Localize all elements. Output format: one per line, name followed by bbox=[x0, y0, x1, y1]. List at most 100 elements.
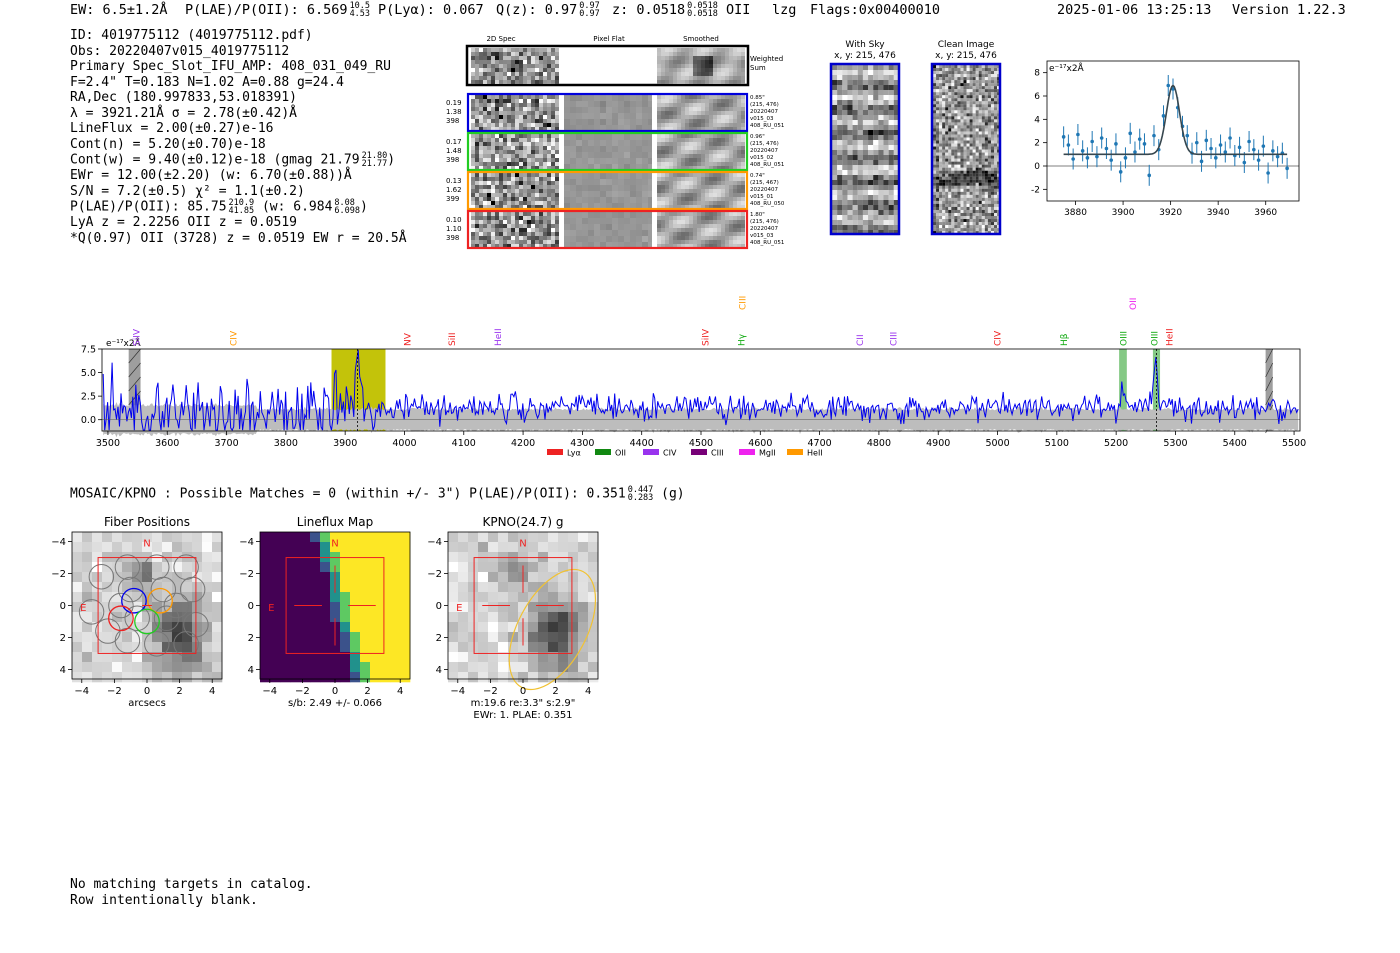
clean-pixel bbox=[978, 125, 982, 129]
fit-point bbox=[1066, 143, 1071, 147]
smooth-pixel bbox=[725, 197, 729, 201]
clean-pixel bbox=[981, 146, 985, 150]
clean-pixel bbox=[948, 92, 952, 96]
panel-pixel bbox=[212, 582, 223, 593]
flat-pixel bbox=[600, 224, 606, 230]
smooth-pixel bbox=[665, 103, 669, 107]
cutout-pixel bbox=[515, 115, 519, 119]
smooth-pixel bbox=[713, 158, 717, 162]
sky-pixel bbox=[862, 125, 869, 131]
smooth-pixel bbox=[693, 193, 697, 197]
clean-pixel bbox=[948, 228, 952, 232]
panel-pixel bbox=[202, 542, 213, 553]
sky-pixel bbox=[888, 105, 894, 111]
clean-pixel bbox=[969, 155, 973, 159]
smooth-pixel bbox=[661, 115, 665, 119]
cutout-pixel bbox=[483, 224, 487, 228]
cutout-pixel bbox=[543, 146, 547, 150]
clean-pixel bbox=[994, 134, 998, 138]
cutout-pixel bbox=[483, 115, 487, 119]
ws-smooth-pixel bbox=[737, 72, 741, 76]
flat-pixel bbox=[630, 158, 636, 164]
sky-pixel bbox=[852, 105, 858, 111]
smooth-pixel bbox=[665, 111, 669, 115]
cutout-pixel bbox=[531, 197, 535, 201]
clean-pixel bbox=[957, 185, 961, 189]
clean-pixel bbox=[963, 140, 967, 144]
panel-pixel bbox=[260, 672, 271, 683]
cutout-pixel bbox=[527, 99, 531, 103]
ws-pixel bbox=[491, 80, 495, 84]
clean-pixel bbox=[957, 200, 961, 204]
panel-pixel bbox=[390, 552, 401, 563]
panel-pixel bbox=[330, 642, 341, 653]
flat-pixel bbox=[606, 173, 612, 179]
flat-pixel bbox=[588, 218, 594, 224]
flat-pixel bbox=[570, 119, 576, 125]
cutout-pixel bbox=[547, 173, 551, 177]
cutout-pixel bbox=[539, 162, 543, 166]
flat-pixel bbox=[594, 134, 600, 140]
clean-pixel bbox=[951, 209, 955, 214]
clean-pixel bbox=[978, 179, 982, 183]
smooth-pixel bbox=[701, 95, 705, 99]
clean-pixel bbox=[963, 167, 967, 171]
clean-pixel bbox=[936, 194, 940, 198]
sky-pixel bbox=[873, 90, 879, 96]
flat-pixel bbox=[594, 191, 600, 197]
clean-pixel bbox=[960, 206, 964, 211]
clean-pixel bbox=[981, 128, 985, 132]
panel-xtick-label: 0 bbox=[332, 686, 338, 697]
smooth-pixel bbox=[713, 201, 717, 205]
sky-pixel bbox=[868, 125, 874, 131]
smooth-pixel bbox=[725, 154, 729, 158]
clean-pixel bbox=[954, 200, 958, 204]
clean-pixel bbox=[954, 152, 958, 156]
clean-pixel bbox=[972, 140, 976, 144]
clean-pixel bbox=[969, 83, 973, 87]
row-weight-2: 1.10 bbox=[446, 225, 462, 233]
cutout-pixel bbox=[531, 127, 535, 131]
smooth-pixel bbox=[685, 115, 689, 119]
sky-pixel bbox=[837, 230, 843, 236]
clean-pixel bbox=[960, 191, 964, 195]
cutout-pixel bbox=[551, 134, 555, 138]
sky-pixel bbox=[878, 65, 884, 71]
flat-pixel bbox=[636, 134, 642, 140]
ws-pixel bbox=[543, 68, 547, 72]
sky-pixel bbox=[883, 80, 889, 86]
cutout-pixel bbox=[535, 240, 539, 244]
panel-pixel bbox=[300, 652, 311, 663]
panel-pixel bbox=[82, 672, 93, 683]
panel-pixel bbox=[260, 642, 271, 653]
cutout-pixel bbox=[515, 189, 519, 193]
cutout-pixel bbox=[487, 236, 491, 240]
panel-pixel bbox=[132, 592, 143, 603]
sky-pixel bbox=[857, 65, 863, 71]
clean-pixel bbox=[957, 173, 961, 177]
clean-pixel bbox=[942, 191, 946, 195]
clean-pixel bbox=[975, 65, 979, 69]
flat-pixel bbox=[570, 212, 576, 218]
clean-pixel bbox=[984, 173, 988, 177]
cutout-pixel bbox=[543, 166, 547, 170]
clean-pixel bbox=[994, 77, 998, 81]
sky-pixel bbox=[862, 195, 869, 201]
row-info-4: v015_01 bbox=[750, 194, 774, 200]
clean-pixel bbox=[942, 116, 946, 120]
clean-pixel bbox=[960, 95, 964, 99]
clean-pixel bbox=[960, 182, 964, 186]
cutout-pixel bbox=[475, 138, 479, 142]
cutout-pixel bbox=[547, 236, 551, 240]
clean-pixel bbox=[975, 104, 979, 108]
sky-pixel bbox=[857, 175, 863, 181]
target-box bbox=[285, 557, 385, 654]
panel-pixel bbox=[162, 662, 173, 673]
clean-pixel bbox=[954, 101, 958, 105]
sky-pixel bbox=[878, 225, 884, 231]
clean-pixel bbox=[975, 110, 979, 114]
clean-pixel bbox=[984, 128, 988, 132]
clean-pixel bbox=[984, 146, 988, 150]
ws-smooth-pixel bbox=[713, 68, 717, 72]
clean-pixel bbox=[969, 188, 973, 192]
